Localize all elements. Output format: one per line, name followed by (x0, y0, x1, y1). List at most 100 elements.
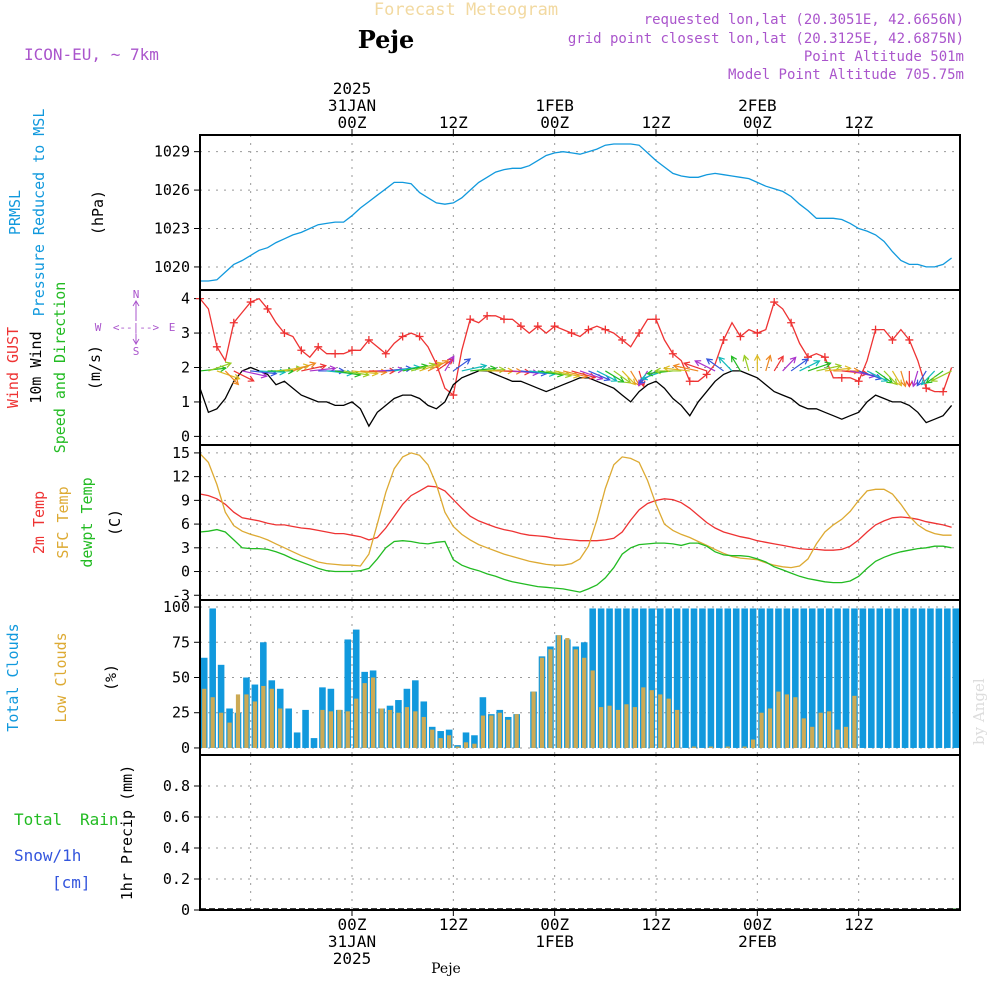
y-axis-label: Pressure Reduced to MSL (30, 109, 48, 317)
wind-arrow (335, 370, 361, 376)
gust-marker (888, 335, 897, 344)
time-label: 31JAN (328, 932, 376, 951)
bar-total-clouds (876, 608, 884, 748)
bar-total-clouds (775, 608, 782, 748)
bar-low-clouds (235, 694, 241, 748)
bar-total-clouds (749, 608, 757, 748)
requested-coords: requested lon,lat (20.3051E, 42.6656N) (644, 12, 964, 28)
wind-arrow (807, 362, 831, 372)
wind-arrow (579, 370, 603, 380)
panel-pressure: 1020 1023 1026 1029 PRMSL Pressure Reduced to… (6, 109, 961, 317)
wind-arrow (259, 370, 286, 373)
wind-arrow (824, 367, 851, 372)
wind-arrow (478, 368, 505, 372)
bar-total-clouds (209, 608, 216, 748)
y-tick-label: 3 (181, 539, 190, 557)
y-axis-label: (m/s) (86, 345, 104, 390)
bar-total-clouds (606, 608, 613, 748)
wind-arrow-head (309, 361, 317, 368)
gust-marker (719, 335, 728, 344)
wind-arrow-head (638, 377, 646, 384)
time-label: 00Z (540, 113, 569, 132)
wind-arrow (765, 355, 771, 372)
y-tick-label: 9 (181, 491, 190, 509)
bar-low-clouds (835, 729, 840, 748)
bar-total-clouds (792, 608, 799, 748)
gust-marker (331, 349, 340, 358)
wind-arrow-head (730, 355, 738, 363)
bar-low-clouds (725, 746, 730, 748)
y-tick-label: 100 (163, 598, 190, 616)
wind-arrow (931, 370, 952, 382)
y-tick-label: 1020 (154, 258, 190, 276)
time-label: 2FEB (738, 932, 777, 951)
wind-arrow-head (247, 375, 255, 382)
bar-total-clouds (918, 608, 926, 748)
panel-precipitation: 0 0.2 0.4 0.6 0.8 Total Rain Snow/1h [cm] 1hr Pre… (14, 754, 961, 919)
bar-low-clouds (649, 690, 654, 748)
y-tick-label: 1023 (154, 220, 190, 238)
wind-arrow (782, 357, 797, 372)
gust-marker (753, 329, 762, 338)
bar-low-clouds (810, 726, 815, 748)
wind-arrow (427, 360, 449, 372)
bar-total-clouds (808, 608, 816, 748)
bar-total-clouds (817, 608, 824, 748)
bar-total-clouds (623, 608, 630, 748)
wind-arrow-head (718, 356, 725, 364)
bar-low-clouds (430, 729, 435, 748)
y-tick-label: 4 (181, 290, 190, 308)
bar-low-clouds (320, 709, 325, 748)
wind-arrow-head (224, 361, 233, 368)
wind-arrow (900, 370, 906, 387)
wind-arrow (562, 370, 588, 378)
panel-wind: 0 1 2 3 4 N S W E <--|--> Wind GUST 10m Wind Speed a… (4, 282, 961, 454)
bar-low-clouds (371, 677, 376, 748)
bar-low-clouds (489, 715, 494, 748)
wind-arrow (718, 357, 733, 372)
wind-arrow-head (682, 361, 691, 368)
bar-low-clouds (556, 635, 561, 748)
bar-low-clouds (751, 739, 756, 748)
wind-arrow (613, 370, 631, 384)
point-altitude: Point Altitude 501m (804, 49, 964, 65)
y-axis-label: Speed and Direction (51, 282, 69, 454)
wind-arrow-head (672, 363, 680, 370)
wind-arrow (360, 370, 387, 373)
bar-low-clouds (801, 718, 806, 748)
wind-arrow (224, 370, 239, 385)
wind-arrow-head (646, 369, 654, 377)
bar-low-clouds (244, 694, 249, 748)
bar-low-clouds (252, 701, 257, 748)
y-tick-label: 1 (181, 393, 190, 411)
bar-low-clouds (767, 708, 773, 748)
bar-low-clouds (759, 712, 764, 748)
y-axis-label: Rain (80, 810, 119, 829)
y-tick-label: 0.8 (163, 777, 190, 795)
wind-arrow (571, 370, 596, 379)
wind-arrow-head (610, 375, 618, 382)
wind-arrow (596, 370, 618, 382)
bar-low-clouds (438, 738, 443, 748)
wind-arrow-head (891, 378, 898, 386)
bar-low-clouds (573, 649, 578, 748)
wind-arrow-head (905, 380, 913, 388)
bar-total-clouds (910, 608, 917, 748)
panel-frame (199, 444, 961, 601)
gridpoint-coords: grid point closest lon,lat (20.3125E, 42… (568, 31, 964, 47)
bar-total-clouds (656, 608, 664, 748)
bar-total-clouds (884, 608, 892, 748)
bar-total-clouds (682, 608, 689, 748)
wind-arrow (858, 370, 882, 380)
bar-total-clouds (217, 664, 225, 748)
bar-low-clouds (387, 709, 393, 748)
y-tick-label: 3 (181, 324, 190, 342)
wind-arrow (605, 370, 625, 383)
bar-low-clouds (615, 709, 621, 748)
wind-arrow (630, 370, 641, 386)
wind-arrow-head (421, 363, 429, 370)
gust-marker (516, 322, 525, 331)
bar-total-clouds (285, 708, 292, 748)
bar-total-clouds (614, 608, 622, 748)
wind-arrow (216, 370, 240, 380)
